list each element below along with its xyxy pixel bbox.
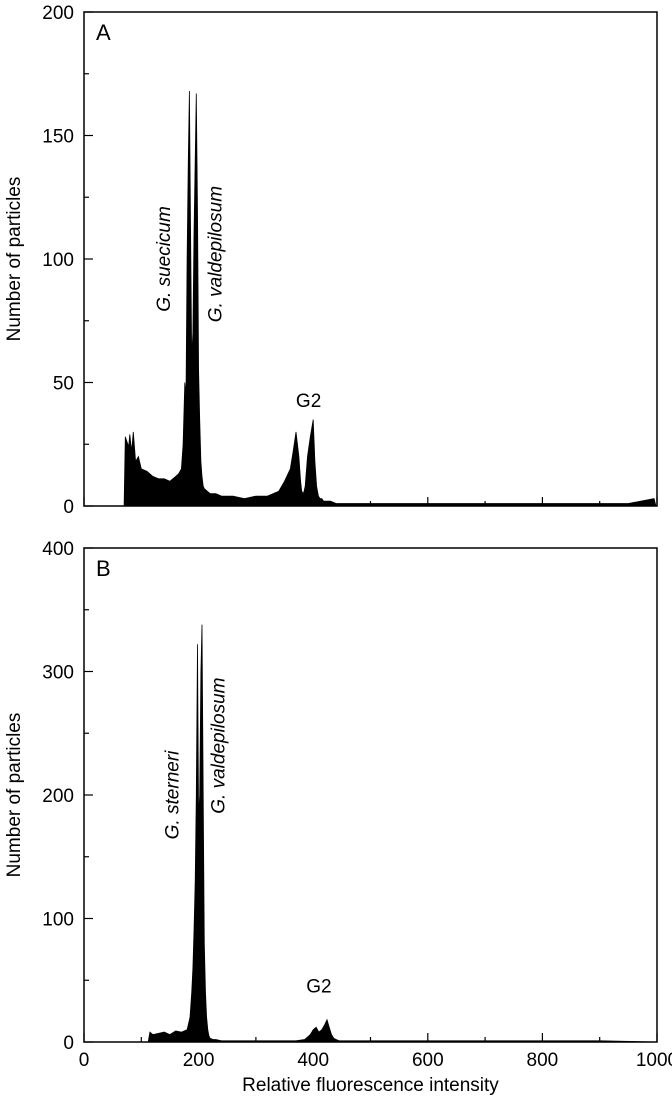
y-axis-title: Number of particles <box>4 713 25 878</box>
y-tick-label: 50 <box>53 374 74 395</box>
y-axis-title: Number of particles <box>4 177 25 342</box>
y-tick-label: 0 <box>63 497 74 518</box>
y-tick-label: 200 <box>42 3 74 24</box>
g2-annotation: G2 <box>306 977 331 998</box>
panel-a: 0 50 100 150 200 Number of particles A G. sueci… <box>4 3 658 518</box>
g2-annotation: G2 <box>296 391 321 412</box>
y-tick-label: 200 <box>42 786 74 807</box>
panel-b: 0 100 200 300 400 0 200 400 600 800 1000 Number of … <box>4 539 672 1071</box>
x-tick-label: 1000 <box>636 1050 672 1071</box>
species-annotation: G. suecicum <box>154 206 175 312</box>
panel-label: B <box>96 556 111 581</box>
histogram-series <box>147 624 658 1043</box>
species-annotation: G. valdepilosum <box>205 186 226 322</box>
panel-label: A <box>96 20 111 45</box>
y-tick-label: 400 <box>42 539 74 560</box>
y-tick-label: 100 <box>42 250 74 271</box>
x-tick-label: 400 <box>297 1050 329 1071</box>
species-annotation: G. sterneri <box>163 750 184 839</box>
y-tick-label: 150 <box>42 127 74 148</box>
y-tick-label: 100 <box>42 910 74 931</box>
y-tick-label: 0 <box>63 1033 74 1054</box>
histogram-series <box>123 90 657 507</box>
x-tick-label: 800 <box>527 1050 559 1071</box>
x-tick-label: 0 <box>79 1050 90 1071</box>
species-annotation: G. valdepilosum <box>208 677 229 813</box>
x-tick-label: 600 <box>412 1050 444 1071</box>
y-tick-label: 300 <box>42 663 74 684</box>
x-tick-label: 200 <box>183 1050 215 1071</box>
x-axis-title: Relative fluorescence intensity <box>242 1075 499 1096</box>
